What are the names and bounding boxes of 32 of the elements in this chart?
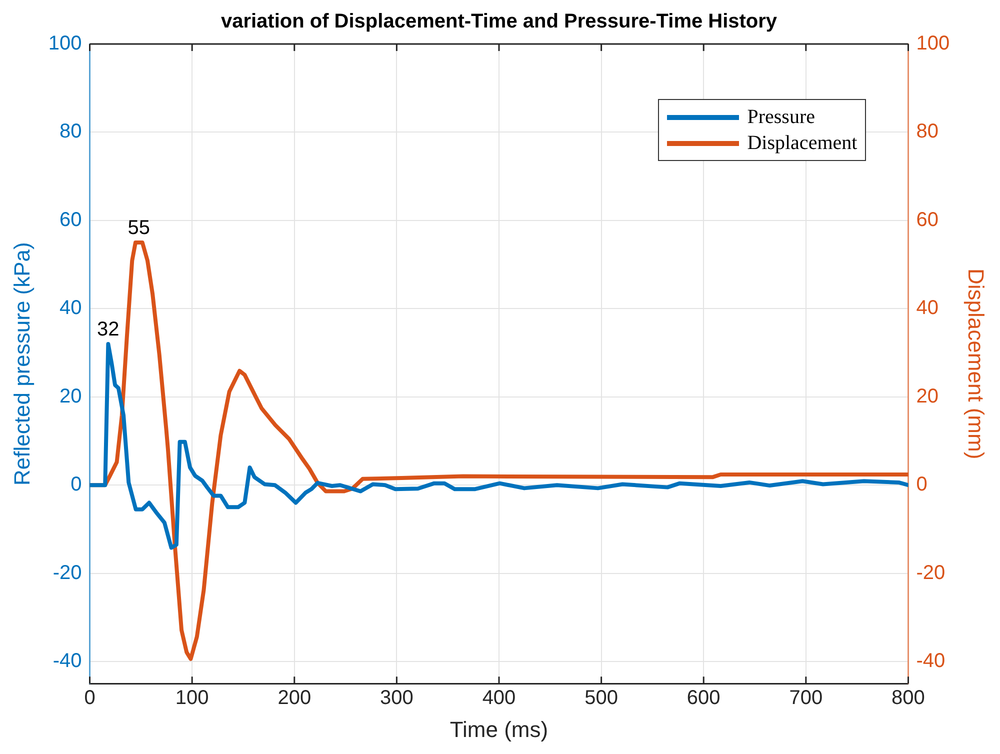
y2-tick-label: -40 [916, 650, 946, 672]
y-tick-label: -20 [52, 562, 82, 584]
y2-tick-label: 0 [916, 474, 928, 496]
y-tick-label: -40 [52, 650, 82, 672]
x-tick-label: 600 [686, 687, 720, 710]
x-tick-label: 300 [380, 687, 414, 710]
y2-tick-label: 20 [916, 385, 938, 408]
y-tick-label: 40 [60, 297, 82, 320]
legend-label: Displacement [747, 132, 858, 154]
x-axis-title: Time (ms) [450, 716, 548, 742]
legend-label: Pressure [747, 106, 815, 128]
y2-tick-label: 40 [916, 297, 938, 320]
y-tick-label: 0 [70, 474, 82, 496]
annotation: 55 [128, 217, 150, 240]
y2-axis-title: Displacement (mm) [964, 268, 989, 460]
y2-tick-label: 80 [916, 120, 938, 143]
x-tick-label: 700 [789, 687, 823, 710]
chart-title: variation of Displacement-Time and Pressure-Time History [220, 10, 778, 33]
x-tick-label: 500 [584, 687, 618, 710]
x-tick-label: 100 [175, 687, 209, 710]
y2-tick-label: -20 [916, 562, 946, 584]
y2-tick-label: 60 [916, 208, 938, 231]
y2-tick-label: 100 [916, 32, 950, 55]
annotation: 32 [97, 318, 120, 340]
y-tick-label: 20 [60, 385, 82, 408]
y-tick-label: 60 [60, 208, 82, 231]
x-tick-label: 400 [482, 687, 516, 710]
x-tick-label: 800 [892, 687, 925, 710]
y-tick-label: 100 [48, 32, 82, 55]
y-tick-label: 80 [60, 120, 82, 143]
y-axis-title: Reflected pressure (kPa) [9, 242, 34, 486]
x-tick-label: 200 [278, 687, 312, 710]
